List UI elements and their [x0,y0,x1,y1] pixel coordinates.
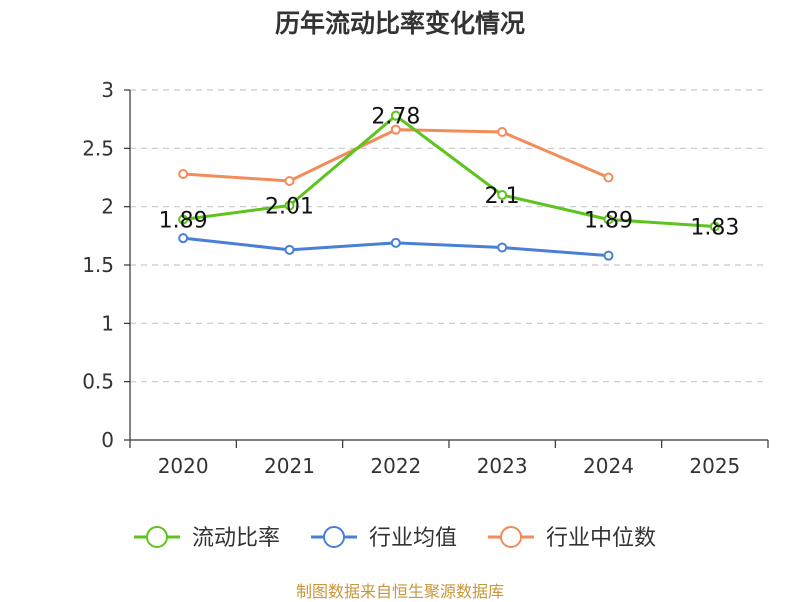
data-point [390,237,401,248]
legend-marker-icon [323,526,345,548]
data-point [497,127,508,137]
grid-lines [130,89,768,383]
legend-item[interactable]: 行业中位数 [488,526,656,551]
x-tick-label: 2023 [477,454,528,478]
y-tick-label: 2 [101,195,114,219]
legend-item[interactable]: 行业均值 [311,526,457,551]
legend-item[interactable]: 流动比率 [134,526,280,551]
data-label: 2.1 [485,184,520,209]
legend-label: 行业均值 [369,526,457,551]
series-line [182,114,715,228]
data-point [603,172,614,183]
data-label: 2.78 [371,105,420,130]
legend-label: 流动比率 [192,526,280,551]
chart-title: 历年流动比率变化情况 [274,9,525,38]
data-point [284,244,295,255]
x-tick-label: 2020 [158,454,209,478]
source-note: 制图数据来自恒生聚源数据库 [295,582,504,601]
data-point [178,169,189,179]
axes: 0 0.5 1 1.5 2 2.5 3 2020 2021 2022 2023 2024 2025 [82,78,769,478]
data-point [178,214,189,225]
legend-marker-icon [146,526,168,548]
data-label: 2.01 [265,195,314,220]
series-line [183,128,610,183]
x-tick-label: 2024 [583,454,634,478]
legend-marker-icon [500,526,522,548]
data-point [284,200,295,211]
y-tick-label: 2.5 [82,136,114,160]
data-point [390,110,401,121]
x-tick-label: 2025 [689,454,740,478]
y-tick-label: 3 [101,78,114,102]
y-tick-label: 1 [101,311,114,335]
legend[interactable]: 流动比率 行业均值 行业中位数 [134,526,656,551]
data-point [284,176,295,186]
data-point [709,221,720,232]
data-point [497,190,508,200]
data-point [603,250,614,261]
data-labels: 1.89 2.01 2.78 2.1 1.89 1.83 [159,105,740,241]
y-tick-label: 0.5 [82,370,114,394]
y-tick-label: 1.5 [82,253,114,277]
data-label: 1.89 [584,209,633,234]
y-tick-label: 0 [101,428,114,452]
data-point [178,233,189,244]
x-tick-label: 2021 [264,454,315,478]
data-point [603,214,614,225]
data-label: 1.89 [159,209,208,234]
series [178,110,720,261]
data-point [497,242,508,253]
data-label: 1.83 [690,216,739,241]
legend-label: 行业中位数 [546,526,656,551]
data-point [390,124,401,135]
x-tick-label: 2022 [370,454,421,478]
